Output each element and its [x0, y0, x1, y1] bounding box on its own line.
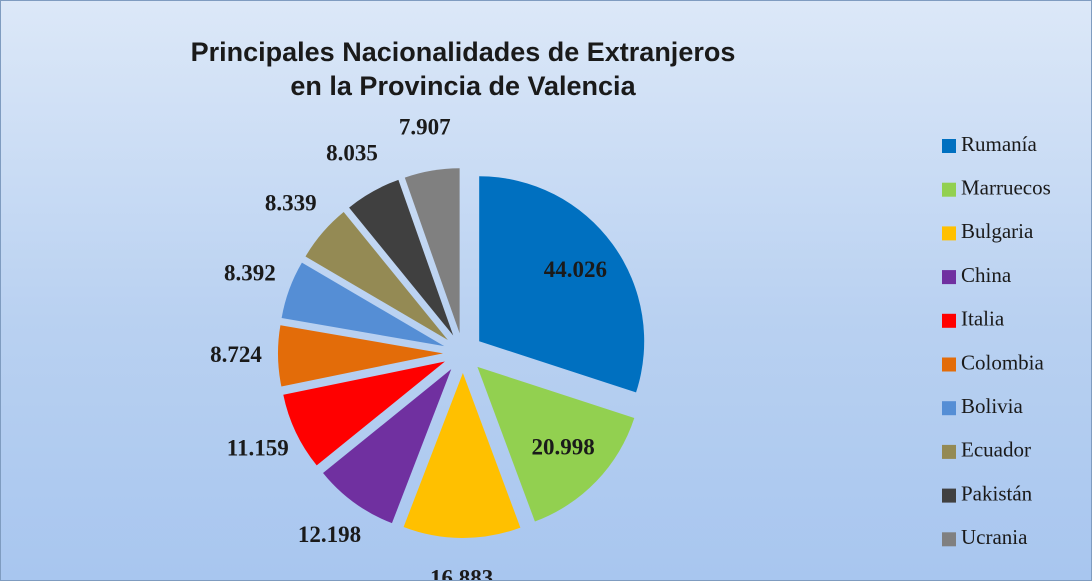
legend-swatch	[942, 532, 956, 547]
legend-label: Rumanía	[961, 132, 1037, 156]
legend-label: Italia	[961, 307, 1005, 331]
legend-label: Bolivia	[961, 394, 1024, 418]
legend-swatch	[942, 401, 956, 416]
data-label: 16.883	[430, 565, 493, 580]
data-label: 8.339	[265, 190, 317, 215]
legend-label: Ucrania	[961, 525, 1028, 549]
legend-swatch	[942, 182, 956, 197]
chart-title: Principales Nacionalidades de Extranjero…	[190, 37, 736, 101]
legend-swatch	[942, 357, 956, 372]
legend-label: Pakistán	[961, 481, 1033, 505]
data-label: 8.392	[224, 260, 276, 285]
pie-slice	[305, 211, 448, 340]
legend-label: China	[961, 263, 1012, 287]
data-label: 20.998	[531, 434, 594, 459]
pie-slice	[323, 369, 452, 524]
legend-label: Ecuador	[961, 438, 1031, 462]
pie-slice	[404, 168, 460, 334]
pie-slice	[281, 262, 445, 347]
legend-swatch	[942, 139, 956, 153]
data-label: 12.198	[298, 522, 361, 547]
pie-slice	[403, 372, 521, 538]
legend-swatch	[942, 488, 956, 503]
pie-slice	[278, 325, 444, 387]
data-label: 11.159	[227, 435, 289, 460]
pie-slice	[477, 366, 635, 522]
pie-slice	[349, 179, 454, 336]
legend-label: Marruecos	[961, 176, 1051, 200]
data-label: 44.026	[544, 257, 607, 282]
legend-swatch	[942, 270, 956, 285]
legend-label: Bulgaria	[961, 219, 1034, 243]
data-label: 8.035	[326, 140, 378, 165]
legend-swatch	[942, 226, 956, 241]
data-label: 7.907	[399, 115, 451, 140]
data-label: 8.724	[210, 342, 262, 367]
legend-label: Colombia	[961, 350, 1045, 374]
pie-slice	[283, 361, 445, 466]
pie-slice	[479, 176, 645, 393]
legend-swatch	[942, 444, 956, 459]
legend-swatch	[942, 313, 956, 328]
